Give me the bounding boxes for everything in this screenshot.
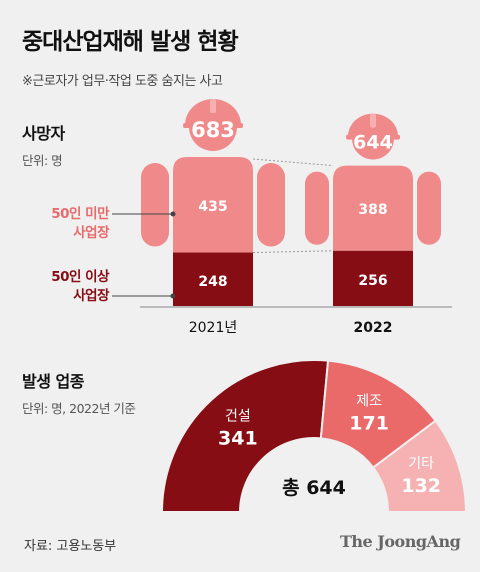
value-label-large: 256 (358, 273, 387, 289)
value-label-small: 388 (358, 202, 387, 218)
bar-large-workplace (173, 252, 253, 307)
bar-small-workplace (333, 165, 413, 251)
slice-category-label: 제조 (356, 393, 382, 409)
legend-large-workplace: 50인 이상 사업장 (51, 269, 109, 304)
total-label: 683 (191, 118, 235, 142)
industry-section-title: 발생 업종 (22, 372, 84, 391)
worker-arm-left (141, 163, 169, 247)
source-note: 자료: 고용노동부 (24, 539, 117, 554)
page-title: 중대산업재해 발생 현황 (22, 29, 239, 55)
slice-category-label: 기타 (408, 456, 434, 472)
legend-dot-small (170, 211, 176, 217)
category-label: 2022 (354, 320, 393, 336)
total-label: 644 (353, 132, 393, 154)
worker-arm-right (417, 171, 441, 245)
worker-arm-right (257, 163, 285, 247)
connector-total (252, 158, 334, 167)
hardhat-ridge (210, 99, 216, 113)
deaths-section-title: 사망자 (22, 124, 65, 143)
deaths-unit: 단위: 명 (22, 153, 63, 168)
hardhat-brim (183, 123, 243, 128)
slice-value-label: 132 (401, 475, 441, 497)
page-subtitle: ※근로자가 업무·작업 도중 숨지는 사고 (22, 74, 223, 89)
industry-unit: 단위: 명, 2022년 기준 (22, 401, 136, 416)
legend-small-workplace: 50인 미만 사업장 (51, 206, 109, 241)
donut-slice (160, 359, 330, 513)
value-label-large: 248 (198, 274, 227, 290)
slice-category-label: 건설 (225, 408, 251, 424)
connector-large (252, 250, 334, 254)
worker-arm-left (305, 171, 329, 245)
category-label: 2021년 (189, 320, 238, 336)
legend-dot-large (170, 293, 176, 299)
brand-logo: The JoongAng (340, 532, 461, 551)
hardhat-ridge (370, 113, 376, 128)
bar-small-workplace (173, 157, 253, 253)
bar-large-workplace (333, 250, 413, 307)
slice-value-label: 341 (218, 427, 258, 449)
donut-slice (371, 419, 468, 513)
hardhat-brim (346, 134, 400, 140)
slice-value-label: 171 (349, 412, 389, 434)
donut-total-label: 총 644 (282, 477, 346, 499)
value-label-small: 435 (198, 199, 227, 215)
